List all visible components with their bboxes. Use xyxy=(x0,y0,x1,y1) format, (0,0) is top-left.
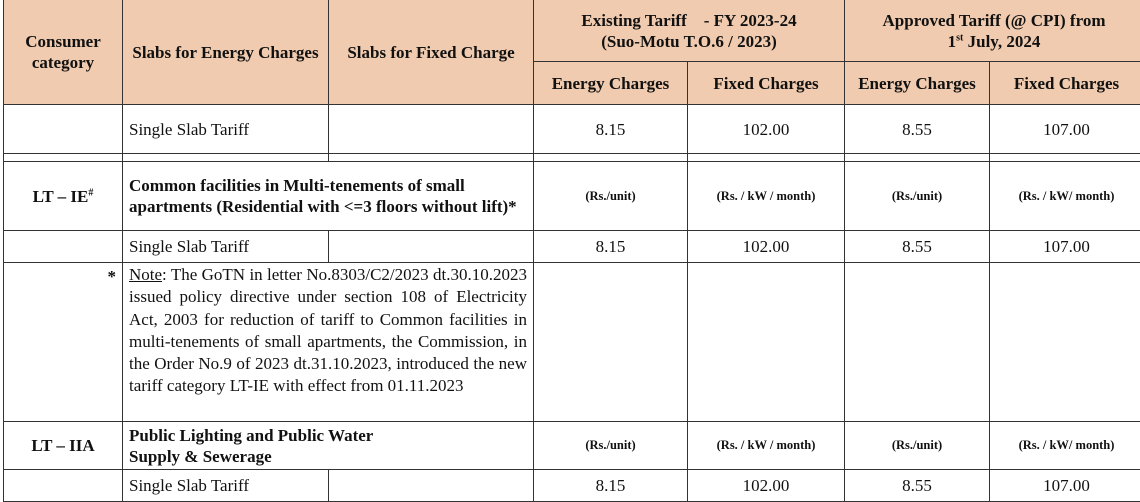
approved-fixed-value: 107.00 xyxy=(990,231,1140,263)
header-existing-tariff: Existing Tariff - FY 2023-24 (Suo-Motu T.… xyxy=(534,0,845,62)
approved-energy-value: 8.55 xyxy=(845,470,990,502)
slab-cell: Single Slab Tariff xyxy=(123,231,329,263)
approved-energy-value: 8.55 xyxy=(845,231,990,263)
note-body: : The GoTN in letter No.8303/C2/2023 dt.… xyxy=(129,265,527,373)
category-cell xyxy=(4,470,123,502)
existing-energy-value: 8.15 xyxy=(534,105,688,154)
table-row-lt-iia: LT – IIA Public Lighting and Public Wate… xyxy=(4,422,1140,470)
existing-line1: Existing Tariff - FY 2023-24 xyxy=(581,11,796,30)
fixed-slab-cell xyxy=(329,105,534,154)
header-consumer-category: Consumer category xyxy=(4,0,123,105)
category-code: LT – IE# xyxy=(4,162,123,231)
existing-fixed-value: 102.00 xyxy=(688,470,845,502)
unit-label: (Rs. / kW/ month) xyxy=(990,422,1140,470)
category-code: LT – IIA xyxy=(4,422,123,470)
unit-label: (Rs./unit) xyxy=(534,162,688,231)
category-code-sup: # xyxy=(88,187,93,198)
unit-label: (Rs./unit) xyxy=(534,422,688,470)
unit-label: (Rs./unit) xyxy=(845,422,990,470)
unit-label: (Rs. / kW / month) xyxy=(688,422,845,470)
category-cell xyxy=(4,231,123,263)
approved-line1: Approved Tariff (@ CPI) from xyxy=(883,11,1106,30)
table-row: Single Slab Tariff 8.15 102.00 8.55 107.… xyxy=(4,105,1140,154)
note-last-line: tariff category LT-IE with effect from 0… xyxy=(129,375,527,397)
fixed-slab-cell xyxy=(329,231,534,263)
note-row: * Note: The GoTN in letter No.8303/C2/20… xyxy=(4,263,1140,422)
slab-cell: Single Slab Tariff xyxy=(123,105,329,154)
header-slabs-fixed: Slabs for Fixed Charge xyxy=(329,0,534,105)
table-row-lt-ie: LT – IE# Common facilities in Multi-tene… xyxy=(4,162,1140,231)
existing-energy-value: 8.15 xyxy=(534,231,688,263)
approved-fixed-value: 107.00 xyxy=(990,470,1140,502)
tariff-table: Consumer category Slabs for Energy Charg… xyxy=(3,0,1140,502)
unit-label: (Rs./unit) xyxy=(845,162,990,231)
header-existing-fixed: Fixed Charges xyxy=(688,62,845,105)
fixed-slab-cell xyxy=(329,470,534,502)
spacer-row xyxy=(4,154,1140,162)
table-row: Single Slab Tariff 8.15 102.00 8.55 107.… xyxy=(4,470,1140,502)
header-slabs-energy: Slabs for Energy Charges xyxy=(123,0,329,105)
category-cell xyxy=(4,105,123,154)
approved-line2-post: July, 2024 xyxy=(963,32,1040,51)
existing-energy-value: 8.15 xyxy=(534,470,688,502)
unit-label: (Rs. / kW / month) xyxy=(688,162,845,231)
header-approved-energy: Energy Charges xyxy=(845,62,990,105)
existing-line2: (Suo-Motu T.O.6 / 2023) xyxy=(601,32,777,51)
approved-energy-value: 8.55 xyxy=(845,105,990,154)
note-marker: * xyxy=(4,263,123,422)
category-description: Public Lighting and Public Water Supply … xyxy=(123,422,534,470)
note-text: Note: The GoTN in letter No.8303/C2/2023… xyxy=(123,263,534,422)
existing-fixed-value: 102.00 xyxy=(688,105,845,154)
note-label: Note xyxy=(129,265,162,284)
unit-label: (Rs. / kW/ month) xyxy=(990,162,1140,231)
approved-fixed-value: 107.00 xyxy=(990,105,1140,154)
category-description: Common facilities in Multi-tenements of … xyxy=(123,162,534,231)
approved-line2: 1 xyxy=(948,32,957,51)
header-approved-fixed: Fixed Charges xyxy=(990,62,1140,105)
header-existing-energy: Energy Charges xyxy=(534,62,688,105)
slab-cell: Single Slab Tariff xyxy=(123,470,329,502)
category-code-text: LT – IE xyxy=(33,187,89,206)
existing-fixed-value: 102.00 xyxy=(688,231,845,263)
table-row: Single Slab Tariff 8.15 102.00 8.55 107.… xyxy=(4,231,1140,263)
